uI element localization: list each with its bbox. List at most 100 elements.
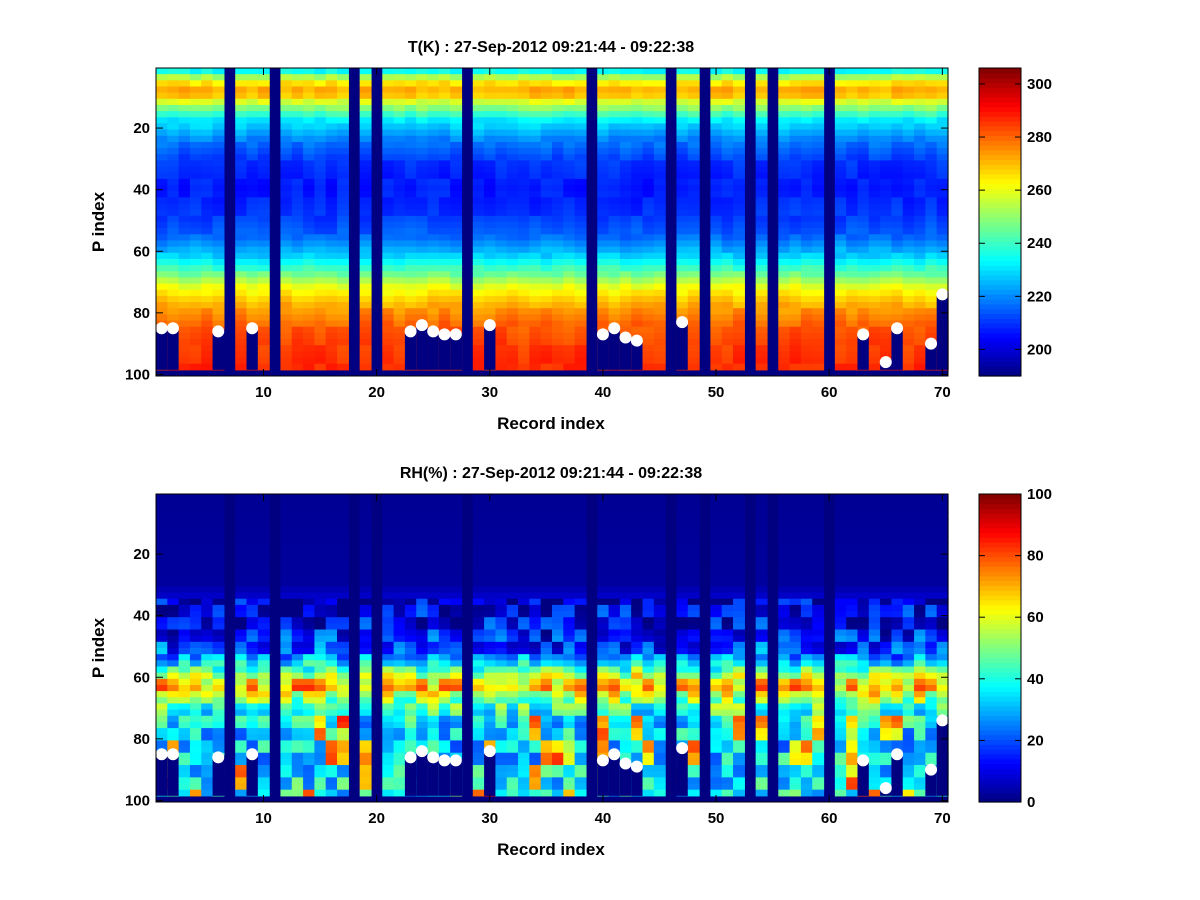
temp-heatmap-cell — [529, 172, 542, 180]
rh-heatmap-cell — [337, 623, 349, 631]
temp-heatmap-cell — [201, 302, 214, 309]
rh-heatmap-cell — [257, 765, 270, 772]
temp-heatmap-cell — [834, 277, 847, 285]
rh-heatmap-cell — [167, 598, 180, 606]
rh-heatmap-cell — [257, 629, 270, 637]
temp-heatmap-cell — [472, 289, 485, 297]
temp-heatmap-cell — [518, 148, 530, 155]
rh-heatmap-cell — [506, 765, 519, 772]
temp-heatmap-cell — [812, 123, 825, 131]
temp-heatmap-cell — [834, 123, 847, 131]
rh-heatmap-cell — [427, 684, 440, 692]
rh-heatmap-cell — [518, 709, 530, 717]
temp-heatmap-cell — [608, 111, 621, 118]
rh-heatmap-cell — [529, 500, 542, 507]
rh-heatmap-cell — [235, 543, 248, 551]
rh-heatmap-cell — [325, 672, 338, 680]
rh-heatmap-cell — [450, 703, 463, 711]
rh-heatmap-cell — [416, 734, 429, 741]
rh-heatmap-cell — [189, 765, 202, 772]
temp-heatmap-cell — [868, 228, 881, 235]
temp-heatmap-cell — [676, 277, 689, 285]
temp-colorbar-band — [979, 183, 1021, 189]
rh-heatmap-cell — [337, 752, 349, 760]
temp-heatmap-cell — [518, 185, 530, 192]
temp-heatmap-cell — [212, 68, 225, 75]
rh-heatmap-cell — [416, 598, 429, 606]
temp-heatmap-cell — [687, 351, 700, 359]
temp-heatmap-cell — [710, 141, 723, 149]
rh-heatmap-cell — [393, 678, 406, 686]
rh-heatmap-cell — [495, 752, 508, 760]
temp-heatmap-cell — [642, 320, 655, 328]
temp-heatmap-cell — [484, 314, 497, 322]
rh-heatmap-cell — [393, 697, 406, 705]
temp-record-column — [563, 68, 576, 371]
temp-heatmap-cell — [450, 197, 463, 205]
temp-heatmap-cell — [438, 123, 451, 131]
temp-heatmap-cell — [438, 283, 451, 291]
temp-heatmap-cell — [246, 228, 259, 235]
temp-heatmap-cell — [619, 185, 632, 192]
rh-heatmap-cell — [552, 543, 564, 551]
temp-heatmap-cell — [438, 197, 451, 205]
rh-heatmap-cell — [529, 567, 542, 575]
rh-heatmap-cell — [178, 678, 191, 686]
temp-heatmap-cell — [337, 345, 349, 352]
temp-heatmap-cell — [789, 363, 802, 371]
temp-heatmap-cell — [676, 86, 689, 94]
temp-heatmap-cell — [733, 185, 745, 192]
temp-heatmap-cell — [189, 215, 202, 223]
rh-heatmap-cell — [167, 543, 180, 551]
temp-heatmap-cell — [846, 172, 859, 180]
temp-heatmap-cell — [178, 351, 191, 359]
temp-heatmap-cell — [393, 363, 406, 371]
rh-heatmap-cell — [631, 678, 644, 686]
temp-heatmap-cell — [710, 172, 723, 180]
rh-heatmap-cell — [438, 586, 451, 594]
temp-heatmap-cell — [438, 252, 451, 260]
temp-heatmap-cell — [495, 277, 508, 285]
temp-heatmap-cell — [925, 234, 938, 242]
rh-heatmap-cell — [178, 684, 191, 692]
temp-heatmap-cell — [156, 129, 168, 137]
temp-heatmap-cell — [359, 197, 372, 205]
temp-heatmap-cell — [800, 160, 813, 168]
temp-heatmap-cell — [167, 203, 180, 211]
temp-heatmap-cell — [540, 148, 553, 155]
temp-heatmap-cell — [880, 129, 893, 137]
rh-record-column — [393, 494, 406, 797]
rh-heatmap-cell — [280, 672, 293, 680]
rh-heatmap-cell — [280, 617, 293, 624]
rh-heatmap-cell — [201, 537, 214, 544]
temp-heatmap-cell — [812, 308, 825, 315]
temp-heatmap-cell — [925, 129, 938, 137]
rh-heatmap-cell — [201, 672, 214, 680]
rh-heatmap-cell — [325, 512, 338, 520]
temp-heatmap-cell — [710, 351, 723, 359]
rh-heatmap-cell — [574, 654, 587, 661]
temp-heatmap-cell — [291, 314, 304, 322]
rh-heatmap-cell — [393, 592, 406, 600]
temp-heatmap-cell — [257, 345, 270, 352]
temp-heatmap-cell — [880, 277, 893, 285]
temp-heatmap-cell — [212, 104, 225, 112]
temp-heatmap-cell — [846, 129, 859, 137]
rh-heatmap-cell — [382, 771, 395, 778]
rh-heatmap-cell — [235, 598, 248, 606]
temp-heatmap-cell — [235, 166, 248, 174]
temp-heatmap-cell — [676, 240, 689, 248]
temp-heatmap-cell — [914, 92, 926, 100]
temp-heatmap-cell — [902, 332, 915, 340]
rh-heatmap-cell — [291, 617, 304, 624]
temp-heatmap-cell — [212, 172, 225, 180]
temp-heatmap-cell — [291, 271, 304, 279]
temp-heatmap-cell — [642, 141, 655, 149]
rh-heatmap-cell — [438, 561, 451, 569]
temp-heatmap-cell — [631, 234, 644, 242]
rh-heatmap-cell — [314, 703, 327, 711]
rh-heatmap-cell — [518, 660, 530, 668]
temp-heatmap-cell — [167, 265, 180, 272]
temp-heatmap-cell — [314, 92, 327, 100]
rh-heatmap-cell — [257, 703, 270, 711]
